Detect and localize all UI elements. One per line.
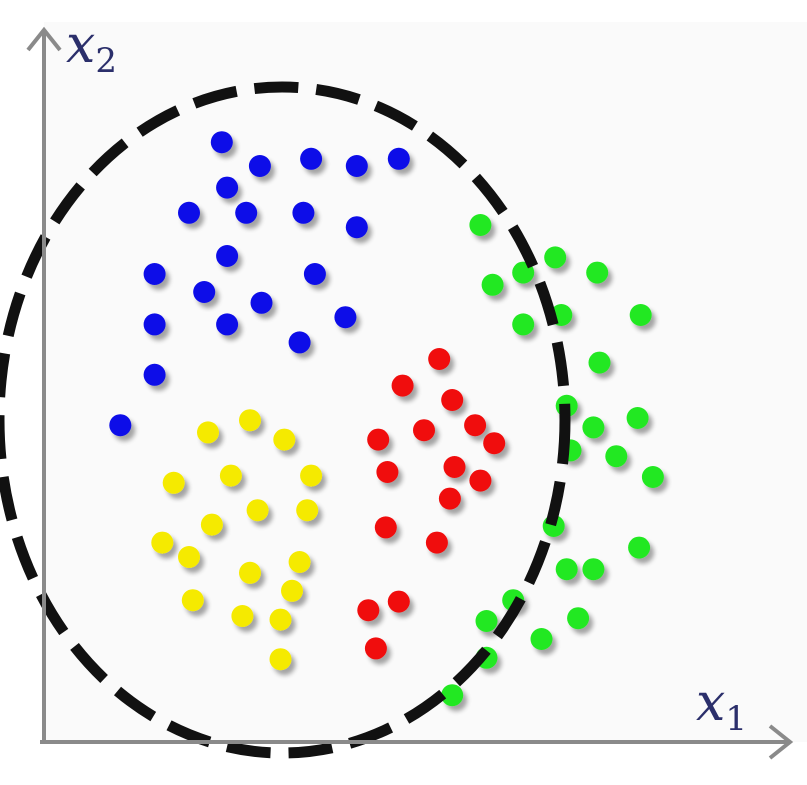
blue-point (235, 201, 258, 224)
x-axis-label: x1 (696, 673, 747, 739)
green-point (626, 407, 649, 429)
red-point (464, 414, 487, 437)
blue-point (143, 313, 166, 336)
green-point (555, 558, 578, 581)
green-point (605, 445, 628, 468)
green-point (567, 607, 590, 630)
y-axis-label: x2 (66, 15, 117, 81)
blue-point (303, 263, 326, 285)
yellow-point (288, 551, 311, 573)
yellow-point (273, 428, 296, 451)
blue-point (193, 281, 216, 303)
yellow-point (239, 561, 261, 584)
blue-point (248, 155, 271, 177)
x-axis-arrowhead (768, 724, 794, 760)
yellow-point (231, 605, 254, 627)
y-axis-arrowhead (26, 26, 62, 52)
blue-point (300, 147, 323, 170)
blue-point (345, 155, 368, 177)
green-point (469, 214, 492, 236)
points-layer (109, 131, 664, 707)
blue-point (178, 201, 200, 224)
red-point (428, 348, 451, 370)
yellow-point (281, 579, 303, 602)
green-point (586, 261, 609, 284)
green-point (641, 466, 664, 488)
red-point (387, 590, 410, 613)
red-point (441, 389, 464, 411)
green-point (582, 416, 605, 439)
blue-point (216, 245, 239, 267)
blue-point (216, 176, 239, 199)
yellow-point (239, 409, 261, 432)
yellow-point (151, 531, 174, 554)
green-point (475, 610, 498, 632)
blue-point (334, 306, 357, 329)
blue-point (288, 331, 311, 354)
blue-point (216, 313, 239, 336)
blue-point (143, 363, 166, 386)
blue-point (292, 201, 315, 224)
green-point (441, 684, 464, 707)
red-point (364, 637, 387, 660)
yellow-point (200, 513, 223, 536)
red-point (376, 461, 399, 483)
yellow-point (300, 464, 323, 487)
red-point (357, 599, 380, 622)
green-point (481, 273, 504, 296)
yellow-point (219, 464, 242, 487)
green-point (588, 351, 611, 374)
yellow-point (269, 608, 292, 631)
green-point (512, 313, 535, 336)
yellow-point (296, 499, 319, 522)
green-point (628, 536, 651, 559)
plot-background (44, 22, 807, 742)
yellow-point (162, 471, 185, 494)
red-point (391, 374, 414, 397)
red-point (425, 531, 448, 554)
blue-point (210, 131, 233, 154)
yellow-point (178, 546, 200, 568)
cluster-blue (109, 131, 410, 437)
green-point (544, 246, 567, 269)
green-point (582, 558, 605, 581)
red-point (438, 487, 461, 510)
red-point (443, 456, 466, 478)
cluster-red (357, 348, 506, 660)
decision-boundary (0, 81, 571, 759)
yellow-point (181, 589, 204, 612)
red-point (483, 432, 506, 455)
yellow-point (197, 421, 219, 444)
red-point (374, 516, 397, 539)
green-point (530, 628, 553, 650)
green-point (629, 304, 652, 326)
cluster-yellow (151, 409, 323, 671)
blue-point (109, 414, 132, 437)
blue-point (250, 291, 273, 314)
red-point (367, 428, 390, 451)
red-point (413, 419, 435, 442)
yellow-point (269, 648, 292, 671)
red-point (469, 469, 492, 492)
blue-point (143, 263, 166, 285)
x-axis-label-subscript: 1 (725, 699, 747, 739)
yellow-point (246, 499, 269, 522)
y-axis-label-subscript: 2 (95, 41, 117, 81)
blue-point (387, 147, 410, 170)
blue-point (345, 216, 368, 239)
